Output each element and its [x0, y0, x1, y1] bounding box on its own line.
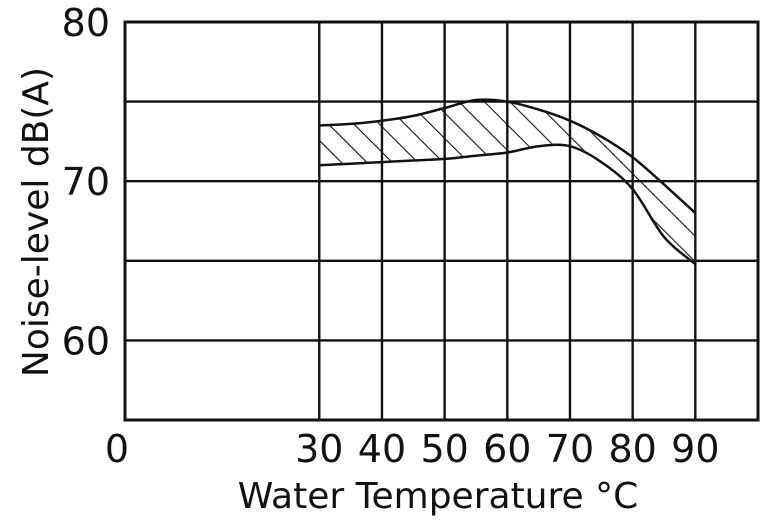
x-tick-label-60: 60	[483, 427, 531, 471]
x-tick-label-80: 80	[608, 427, 656, 471]
x-tick-labels: 0 30 40 50 60 70 80 90	[105, 427, 720, 471]
x-axis-label: Water Temperature °C	[238, 476, 638, 517]
y-tick-label-70: 70	[62, 160, 110, 204]
x-tick-label-70: 70	[546, 427, 594, 471]
y-axis-label: Noise-level dB(A)	[16, 67, 57, 377]
x-tick-label-40: 40	[358, 427, 406, 471]
noise-band-upper-line	[319, 98, 697, 214]
y-tick-label-60: 60	[62, 319, 110, 363]
y-tick-labels: 60 70 80	[62, 1, 110, 363]
x-tick-label-90: 90	[671, 427, 719, 471]
noise-band-area	[319, 99, 696, 264]
noise-band-lower-line	[319, 143, 697, 265]
plot-frame	[123, 20, 760, 422]
x-tick-label-30: 30	[295, 427, 343, 471]
x-tick-label-0: 0	[105, 427, 129, 471]
y-tick-label-80: 80	[62, 1, 110, 45]
x-tick-label-50: 50	[420, 427, 468, 471]
